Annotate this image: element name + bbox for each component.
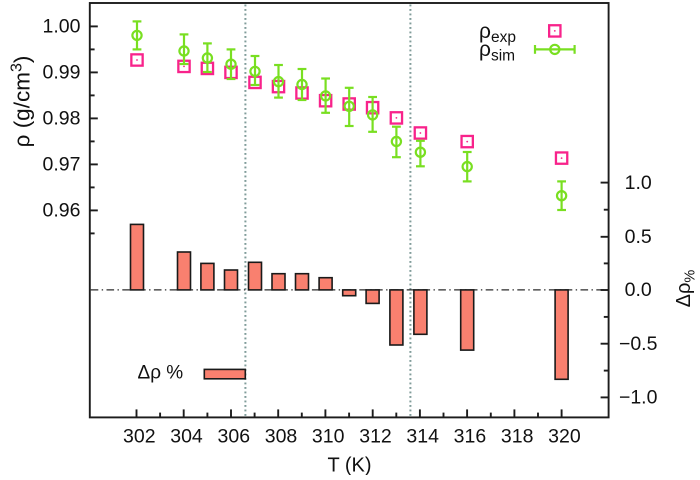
svg-text:−0.5: −0.5 [619,333,658,355]
svg-text:0.99: 0.99 [43,61,81,83]
svg-text:316: 316 [454,425,487,447]
svg-text:302: 302 [123,425,156,447]
svg-text:308: 308 [265,425,298,447]
svg-text:310: 310 [312,425,345,447]
svg-text:0.5: 0.5 [625,226,652,248]
svg-text:312: 312 [359,425,392,447]
svg-text:0.97: 0.97 [43,153,81,175]
svg-text:304: 304 [170,425,203,447]
svg-text:−1.0: −1.0 [619,387,658,409]
svg-text:T (K): T (K) [327,455,371,475]
svg-text:320: 320 [548,425,581,447]
svg-text:1.0: 1.0 [625,172,652,194]
svg-text:306: 306 [218,425,251,447]
svg-text:Δρ %: Δρ % [138,363,184,384]
svg-text:0.98: 0.98 [43,107,81,129]
svg-text:318: 318 [501,425,534,447]
svg-text:0.0: 0.0 [625,279,652,301]
svg-text:1.00: 1.00 [43,15,81,37]
svg-text:314: 314 [406,425,439,447]
svg-text:0.96: 0.96 [43,199,81,221]
